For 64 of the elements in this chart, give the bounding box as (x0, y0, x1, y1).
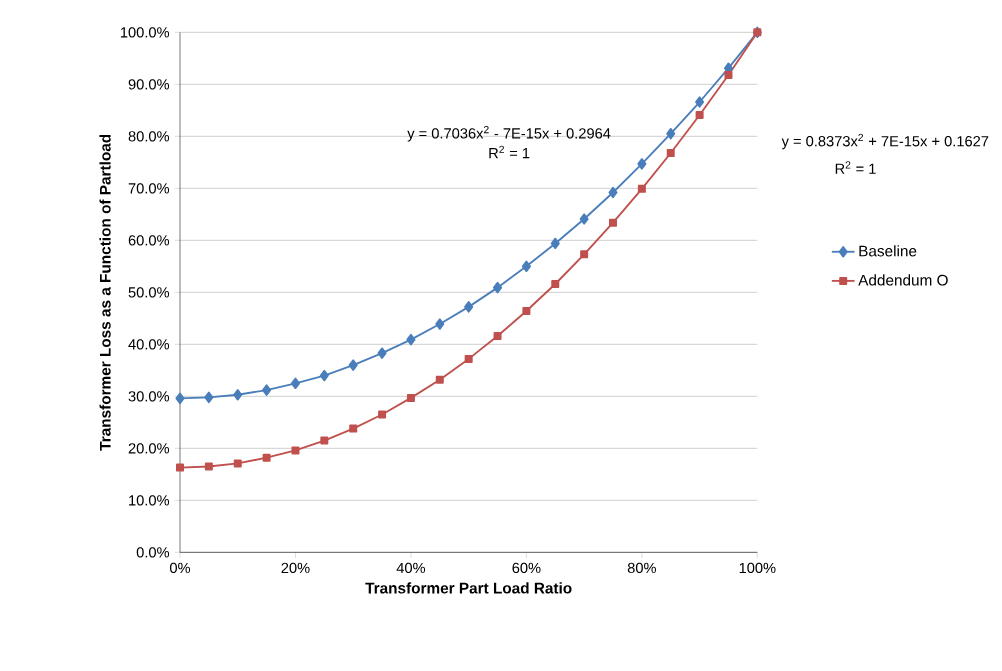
point (464, 354, 473, 363)
text: y = 0.8373x$^{2}$ + 7E-15x + 0.1627 (781, 133, 989, 150)
x-tick-label: 100% (739, 562, 776, 574)
point (551, 280, 560, 289)
point (175, 392, 185, 405)
y-tick-label: 0.0% (136, 547, 170, 558)
point (290, 377, 301, 390)
point (637, 158, 647, 170)
point (666, 148, 675, 157)
point (724, 70, 733, 79)
point (262, 453, 271, 462)
y-tick-label: 70.0% (128, 183, 170, 194)
point (521, 260, 531, 273)
text: R$^{2}$ = 1 (835, 161, 876, 174)
x-axis-title: Transformer Part Load Ratio (365, 582, 572, 594)
y-tick-label: 30.0% (128, 391, 170, 402)
x-tick-label: 20% (281, 562, 310, 574)
y-tick-label: 60.0% (128, 235, 170, 246)
point (435, 375, 444, 384)
point (233, 389, 243, 401)
x-tick-label: 0% (169, 562, 191, 574)
annotation: R$^{2}$ = 1 (489, 145, 530, 159)
point (175, 463, 185, 472)
point (320, 436, 329, 445)
point (609, 218, 618, 227)
point (378, 410, 387, 419)
y-tick-label: 50.0% (128, 287, 170, 298)
point (695, 111, 704, 120)
point (233, 459, 242, 468)
point (666, 127, 676, 140)
point (493, 332, 502, 341)
point (377, 347, 387, 359)
y-tick-label: 100.0% (120, 27, 170, 38)
point (579, 213, 589, 225)
point (493, 281, 503, 294)
point (464, 301, 474, 313)
annotation: y = 0.7036x$^{2}$ - 7E-15x + 0.2964 (407, 125, 611, 142)
point (550, 237, 560, 250)
y-axis-title: Transformer Loss as a Function of Partload (99, 134, 111, 451)
point (406, 333, 416, 346)
point (349, 424, 358, 433)
point (204, 391, 214, 404)
point (695, 96, 705, 108)
legend-label: Baseline (859, 245, 917, 257)
point (637, 184, 646, 193)
y-tick-label: 20.0% (128, 443, 170, 454)
point (580, 250, 589, 259)
x-tick-label: 40% (396, 562, 426, 574)
point (435, 318, 445, 330)
y-tick-label: 90.0% (128, 79, 170, 90)
point (406, 393, 415, 402)
y-tick-label: 10.0% (129, 495, 170, 506)
legend-label: Addendum O (858, 274, 948, 286)
point (204, 462, 213, 471)
point (608, 186, 618, 199)
point (319, 369, 329, 382)
y-tick-label: 40.0% (128, 339, 170, 350)
point (262, 384, 272, 396)
y-tick-label: 80.0% (128, 131, 170, 142)
point (522, 307, 531, 316)
point (291, 446, 300, 455)
x-tick-label: 60% (512, 562, 541, 574)
x-tick-label: 80% (627, 562, 657, 574)
point (348, 359, 358, 371)
